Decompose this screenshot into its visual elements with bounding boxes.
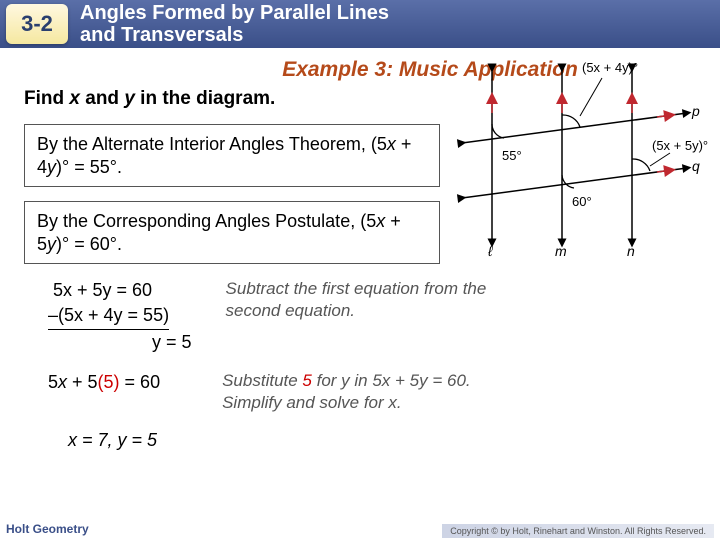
step-text: )° = 60°.: [56, 234, 122, 254]
parallel-mark-p: [657, 115, 670, 117]
label-line-n: n: [627, 243, 635, 258]
equation-block-2: 5x + 5(5) = 60 Substitute 5 for y in 5x …: [24, 370, 708, 414]
prompt-text: in the diagram.: [135, 88, 275, 109]
label-60: 60°: [572, 194, 592, 209]
equation-substitute: 5x + 5(5) = 60: [48, 370, 160, 414]
prompt-text: Find: [24, 88, 69, 109]
equation-block-1: 5x + 5y = 60 –(5x + 4y = 55) y = 5 Subtr…: [24, 278, 708, 356]
parallel-mark-q: [657, 170, 670, 172]
step-text: By the Corresponding Angles Postulate, (…: [37, 211, 376, 231]
step-2-box: By the Corresponding Angles Postulate, (…: [24, 201, 440, 264]
eq-line-2: –(5x + 4y = 55): [48, 303, 169, 330]
label-55: 55°: [502, 148, 522, 163]
step-text: )° = 55°.: [56, 157, 122, 177]
explain-2: Substitute 5 for y in 5x + 5y = 60. Simp…: [222, 370, 502, 414]
header-bar: 3-2 Angles Formed by Parallel Lines and …: [0, 0, 720, 48]
var-y: y: [47, 157, 56, 177]
diagram: (5x + 4y)° (5x + 5y)° 55° 60° p q ℓ m n: [452, 58, 714, 258]
footer-copyright: Copyright © by Holt, Rinehart and Winsto…: [442, 524, 714, 538]
equation-lines: 5x + 5y = 60 –(5x + 4y = 55) y = 5: [48, 278, 192, 356]
title-line-2: and Transversals: [80, 24, 243, 46]
lesson-number-badge: 3-2: [6, 4, 68, 44]
label-5x4y: (5x + 4y)°: [582, 60, 638, 75]
eq-text: + 5: [67, 372, 98, 392]
arc-55: [492, 124, 504, 138]
lesson-title: Angles Formed by Parallel Lines and Tran…: [80, 2, 389, 46]
step-text: By the Alternate Interior Angles Theorem…: [37, 134, 387, 154]
prompt-var-y: y: [124, 88, 135, 109]
arc-5x4y: [562, 115, 580, 127]
equation-result: x = 7, y = 5: [68, 428, 708, 453]
eq-text: = 60: [120, 372, 161, 392]
var-x: x: [58, 372, 67, 392]
var-x: x: [376, 211, 385, 231]
eq-line-3: y = 5: [152, 332, 192, 352]
eq-substituted: (5): [98, 372, 120, 392]
label-line-p: p: [691, 103, 700, 119]
leader-right: [650, 153, 670, 166]
label-line-q: q: [692, 158, 700, 174]
var-x: x: [387, 134, 396, 154]
leader-top: [580, 78, 602, 116]
eq-text: 5: [48, 372, 58, 392]
eq-line-1: 5x + 5y = 60: [48, 280, 152, 300]
arc-5x5y: [632, 159, 650, 171]
prompt-var-x: x: [69, 88, 80, 109]
explain-1: Subtract the first equation from the sec…: [226, 278, 506, 356]
label-line-l: ℓ: [487, 243, 493, 258]
label-line-m: m: [555, 243, 567, 258]
explain-substituted: 5: [302, 371, 311, 390]
label-5x5y: (5x + 5y)°: [652, 138, 708, 153]
step-1-box: By the Alternate Interior Angles Theorem…: [24, 124, 440, 187]
diagram-svg: (5x + 4y)° (5x + 5y)° 55° 60° p q ℓ m n: [452, 58, 714, 258]
title-line-1: Angles Formed by Parallel Lines: [80, 2, 389, 24]
footer-brand: Holt Geometry: [6, 522, 89, 536]
var-y: y: [47, 234, 56, 254]
explain-text: Substitute: [222, 371, 302, 390]
arc-60: [562, 175, 574, 188]
prompt-text: and: [80, 88, 124, 109]
